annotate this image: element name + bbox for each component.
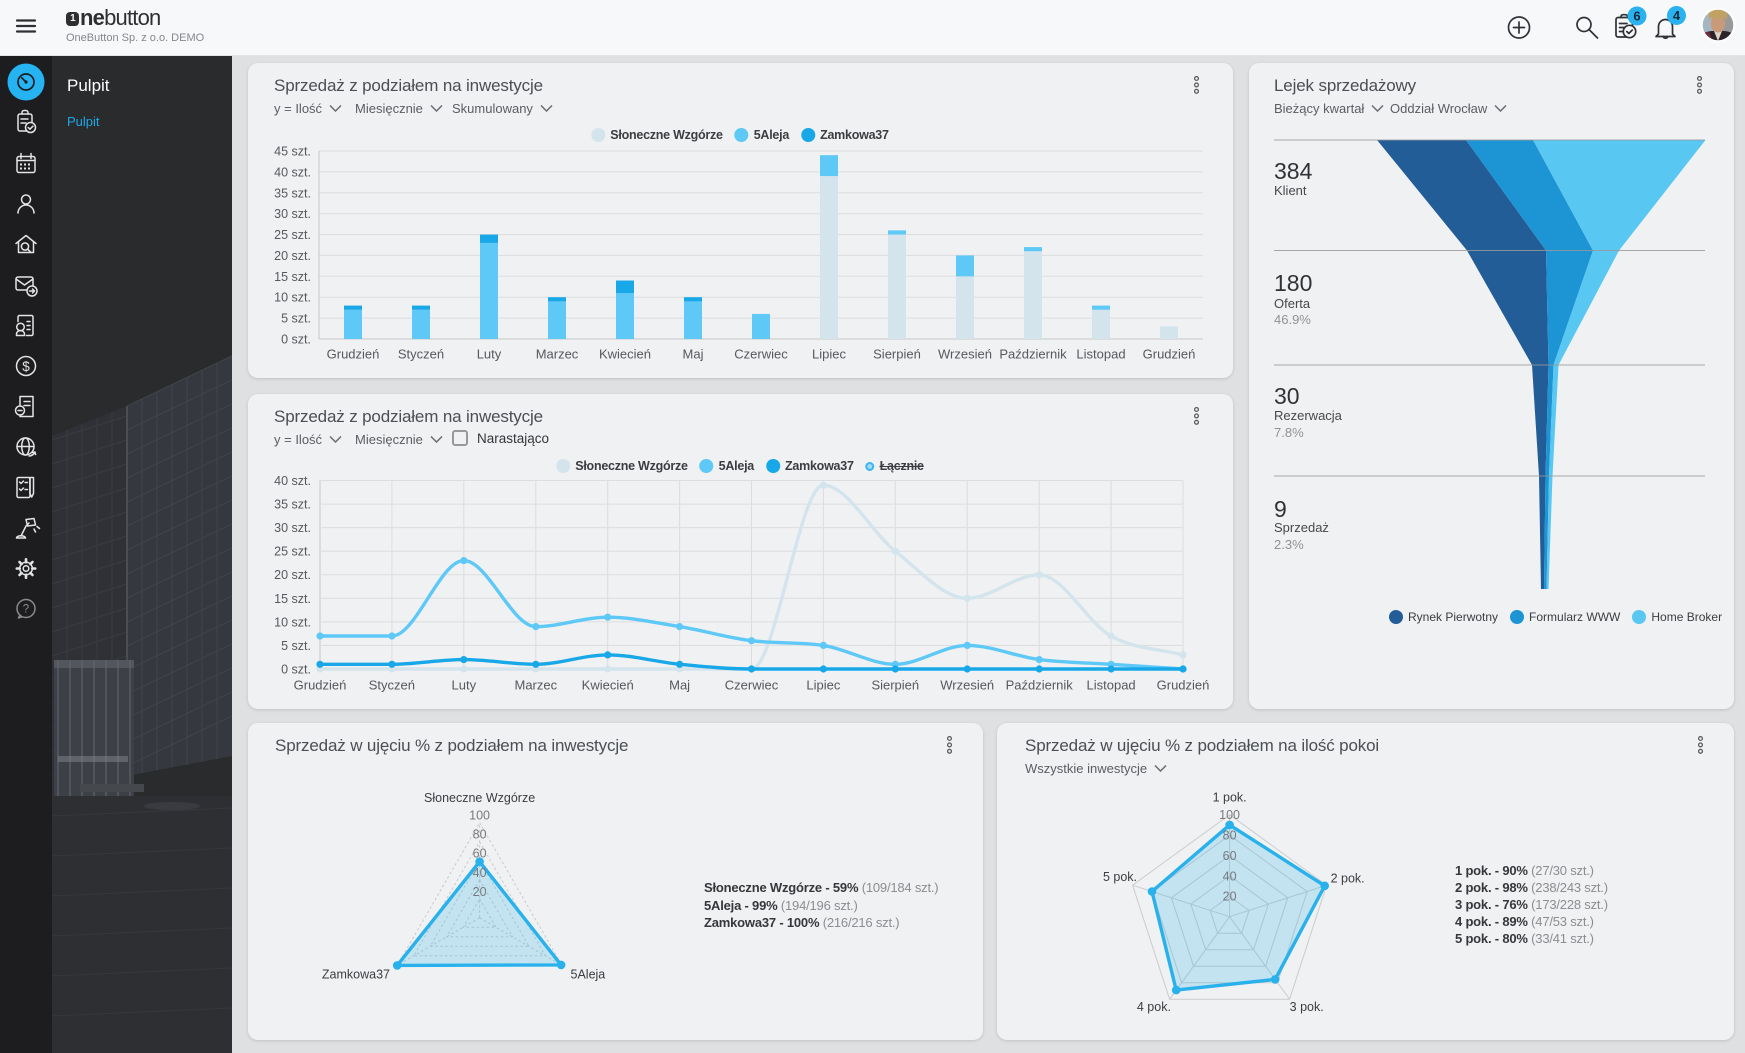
svg-text:Sierpień: Sierpień <box>873 347 921 362</box>
svg-text:60: 60 <box>1223 849 1237 863</box>
svg-text:100: 100 <box>469 809 490 823</box>
svg-text:15 szt.: 15 szt. <box>274 592 311 606</box>
svg-text:Wrzesień: Wrzesień <box>940 678 994 693</box>
svg-text:Grudzień: Grudzień <box>1157 678 1210 693</box>
svg-text:Październik: Październik <box>999 347 1067 362</box>
svg-text:35 szt.: 35 szt. <box>274 498 311 512</box>
svg-text:Listopad: Listopad <box>1087 678 1136 693</box>
svg-text:20: 20 <box>473 885 487 899</box>
svg-text:Grudzień: Grudzień <box>327 347 380 362</box>
svg-text:20 szt.: 20 szt. <box>274 249 311 263</box>
svg-text:Listopad: Listopad <box>1076 347 1125 362</box>
svg-text:100: 100 <box>1219 808 1240 822</box>
svg-text:80: 80 <box>1223 829 1237 843</box>
svg-text:Grudzień: Grudzień <box>294 678 347 693</box>
svg-text:Styczeń: Styczeń <box>369 678 415 693</box>
svg-text:0 szt.: 0 szt. <box>281 663 311 677</box>
svg-text:5 szt.: 5 szt. <box>281 312 311 326</box>
svg-text:0 szt.: 0 szt. <box>281 333 311 347</box>
svg-text:25 szt.: 25 szt. <box>274 228 311 242</box>
svg-text:80: 80 <box>473 828 487 842</box>
svg-text:1 pok.: 1 pok. <box>1213 791 1247 805</box>
svg-text:$: $ <box>22 359 30 374</box>
svg-text:5 szt.: 5 szt. <box>281 639 311 653</box>
svg-text:3 pok.: 3 pok. <box>1290 1000 1324 1014</box>
svg-text:6: 6 <box>1633 9 1640 24</box>
svg-text:30 szt.: 30 szt. <box>274 521 311 535</box>
svg-text:25 szt.: 25 szt. <box>274 545 311 559</box>
svg-text:15 szt.: 15 szt. <box>274 270 311 284</box>
svg-text:5 pok.: 5 pok. <box>1103 870 1137 884</box>
svg-text:Styczeń: Styczeń <box>398 347 444 362</box>
svg-text:4 pok.: 4 pok. <box>1137 1000 1171 1014</box>
svg-text:10 szt.: 10 szt. <box>274 615 311 629</box>
svg-text:Słoneczne Wzgórze: Słoneczne Wzgórze <box>424 791 535 805</box>
svg-text:Sierpień: Sierpień <box>871 678 919 693</box>
svg-text:40 szt.: 40 szt. <box>274 165 311 179</box>
svg-text:Grudzień: Grudzień <box>1143 347 1196 362</box>
svg-text:40: 40 <box>473 866 487 880</box>
svg-text:2 pok.: 2 pok. <box>1331 871 1365 885</box>
svg-text:20: 20 <box>1223 890 1237 904</box>
svg-text:Maj: Maj <box>683 347 704 362</box>
svg-text:?: ? <box>23 604 29 616</box>
svg-text:Czerwiec: Czerwiec <box>734 347 788 362</box>
svg-text:Kwiecień: Kwiecień <box>582 678 634 693</box>
svg-text:10 szt.: 10 szt. <box>274 291 311 305</box>
svg-text:30 szt.: 30 szt. <box>274 207 311 221</box>
svg-text:Maj: Maj <box>669 678 690 693</box>
svg-text:Marzec: Marzec <box>536 347 579 362</box>
svg-text:Lipiec: Lipiec <box>812 347 846 362</box>
svg-text:35 szt.: 35 szt. <box>274 186 311 200</box>
svg-text:4: 4 <box>1673 8 1681 23</box>
svg-text:Październik: Październik <box>1006 678 1074 693</box>
svg-text:45 szt.: 45 szt. <box>274 145 311 159</box>
svg-text:Czerwiec: Czerwiec <box>725 678 779 693</box>
svg-text:60: 60 <box>473 847 487 861</box>
svg-text:5Aleja: 5Aleja <box>571 968 606 982</box>
svg-text:20 szt.: 20 szt. <box>274 568 311 582</box>
svg-text:Luty: Luty <box>452 678 477 693</box>
svg-text:40 szt.: 40 szt. <box>274 474 311 488</box>
svg-text:40: 40 <box>1223 869 1237 883</box>
svg-text:Zamkowa37: Zamkowa37 <box>322 968 390 982</box>
svg-text:Kwiecień: Kwiecień <box>599 347 651 362</box>
svg-text:Wrzesień: Wrzesień <box>938 347 992 362</box>
svg-text:Luty: Luty <box>477 347 502 362</box>
svg-text:Lipiec: Lipiec <box>806 678 840 693</box>
svg-text:Marzec: Marzec <box>514 678 557 693</box>
